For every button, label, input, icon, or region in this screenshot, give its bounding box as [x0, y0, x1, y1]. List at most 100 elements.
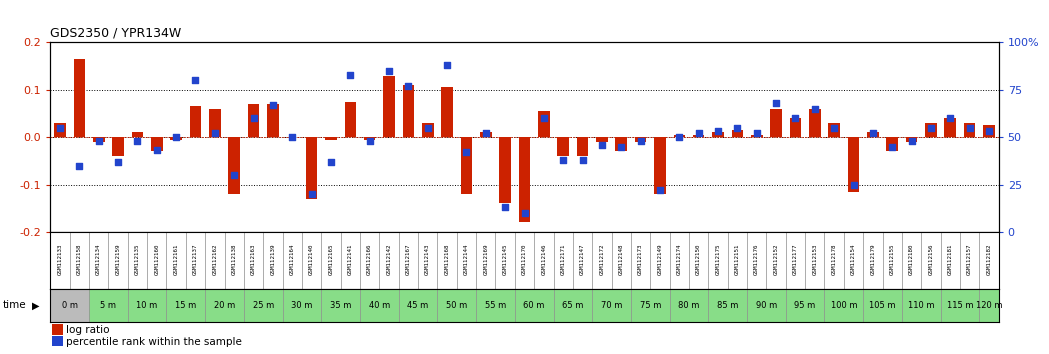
Bar	[167, 289, 206, 322]
Point	[633, 138, 649, 144]
Text: 75 m: 75 m	[640, 301, 661, 310]
Bar	[786, 289, 825, 322]
Bar	[902, 289, 941, 322]
Text: GSM112145: GSM112145	[502, 243, 508, 275]
Text: GSM112168: GSM112168	[445, 243, 450, 275]
Bar	[186, 232, 206, 289]
Point	[516, 210, 533, 216]
Text: time: time	[3, 300, 27, 310]
Text: 110 m: 110 m	[908, 301, 935, 310]
Bar	[882, 232, 902, 289]
Bar	[863, 232, 882, 289]
Bar	[461, 137, 472, 194]
Bar	[344, 102, 356, 137]
Bar	[306, 137, 318, 199]
Bar	[50, 232, 69, 289]
Text: GSM112134: GSM112134	[97, 243, 102, 275]
Bar	[360, 289, 399, 322]
Point	[71, 163, 88, 169]
Bar	[167, 232, 186, 289]
Text: GSM112138: GSM112138	[232, 243, 237, 275]
Bar	[437, 289, 476, 322]
Bar	[693, 135, 705, 137]
Text: 55 m: 55 m	[485, 301, 506, 310]
Text: GSM112163: GSM112163	[251, 243, 256, 275]
Text: GSM112178: GSM112178	[832, 243, 837, 275]
Bar	[593, 289, 630, 322]
Bar	[786, 232, 806, 289]
Text: GSM112152: GSM112152	[773, 243, 778, 275]
Bar	[712, 132, 724, 137]
Point	[671, 135, 688, 140]
Bar	[554, 289, 593, 322]
Bar	[89, 232, 108, 289]
Point	[613, 144, 629, 149]
Text: 50 m: 50 m	[446, 301, 468, 310]
Bar	[689, 232, 708, 289]
Bar	[321, 232, 341, 289]
Bar	[573, 232, 593, 289]
Bar	[515, 232, 534, 289]
Bar	[770, 109, 782, 137]
Bar	[843, 232, 863, 289]
Bar	[422, 123, 433, 137]
Bar	[282, 232, 302, 289]
Point	[400, 83, 416, 89]
Text: GSM112158: GSM112158	[77, 243, 82, 275]
Bar	[747, 289, 786, 322]
Text: GSM112156: GSM112156	[928, 243, 934, 275]
Text: GSM112171: GSM112171	[561, 243, 565, 275]
Point	[981, 129, 998, 134]
Bar	[456, 232, 476, 289]
Text: GSM112164: GSM112164	[290, 243, 295, 275]
Text: GSM112181: GSM112181	[947, 243, 952, 275]
Text: GDS2350 / YPR134W: GDS2350 / YPR134W	[50, 27, 181, 40]
Point	[458, 149, 475, 155]
Bar	[267, 104, 279, 137]
Text: GSM112137: GSM112137	[193, 243, 198, 275]
Point	[284, 135, 301, 140]
Text: GSM112147: GSM112147	[580, 243, 585, 275]
Bar	[364, 137, 376, 139]
Point	[942, 115, 959, 121]
Bar	[728, 232, 747, 289]
Bar	[848, 137, 859, 192]
Text: 35 m: 35 m	[330, 301, 351, 310]
Bar	[809, 109, 820, 137]
Bar	[248, 104, 259, 137]
Bar	[708, 232, 728, 289]
Point	[323, 159, 340, 165]
Point	[129, 138, 146, 144]
Bar	[593, 232, 612, 289]
Text: GSM112170: GSM112170	[522, 243, 527, 275]
Text: 5 m: 5 m	[101, 301, 116, 310]
Text: GSM112146: GSM112146	[541, 243, 547, 275]
Point	[51, 125, 68, 131]
Point	[594, 142, 611, 148]
Bar	[596, 137, 607, 142]
Bar	[518, 137, 531, 222]
Text: GSM112159: GSM112159	[115, 243, 121, 275]
Bar	[635, 137, 646, 142]
Bar	[112, 137, 124, 156]
Bar	[751, 135, 763, 137]
Text: 120 m: 120 m	[976, 301, 1002, 310]
Bar	[131, 132, 144, 137]
Bar	[767, 232, 786, 289]
Text: 30 m: 30 m	[292, 301, 313, 310]
Bar	[499, 137, 511, 204]
Text: GSM112166: GSM112166	[367, 243, 372, 275]
Text: GSM112180: GSM112180	[909, 243, 914, 275]
Bar	[925, 123, 937, 137]
Bar	[980, 289, 999, 322]
Text: 85 m: 85 m	[718, 301, 738, 310]
Text: 10 m: 10 m	[136, 301, 157, 310]
Text: GSM112142: GSM112142	[386, 243, 391, 275]
Bar	[960, 232, 980, 289]
Bar	[825, 232, 843, 289]
Bar	[437, 232, 456, 289]
Point	[245, 115, 262, 121]
Point	[922, 125, 939, 131]
Bar	[321, 289, 360, 322]
Text: GSM112157: GSM112157	[967, 243, 972, 275]
